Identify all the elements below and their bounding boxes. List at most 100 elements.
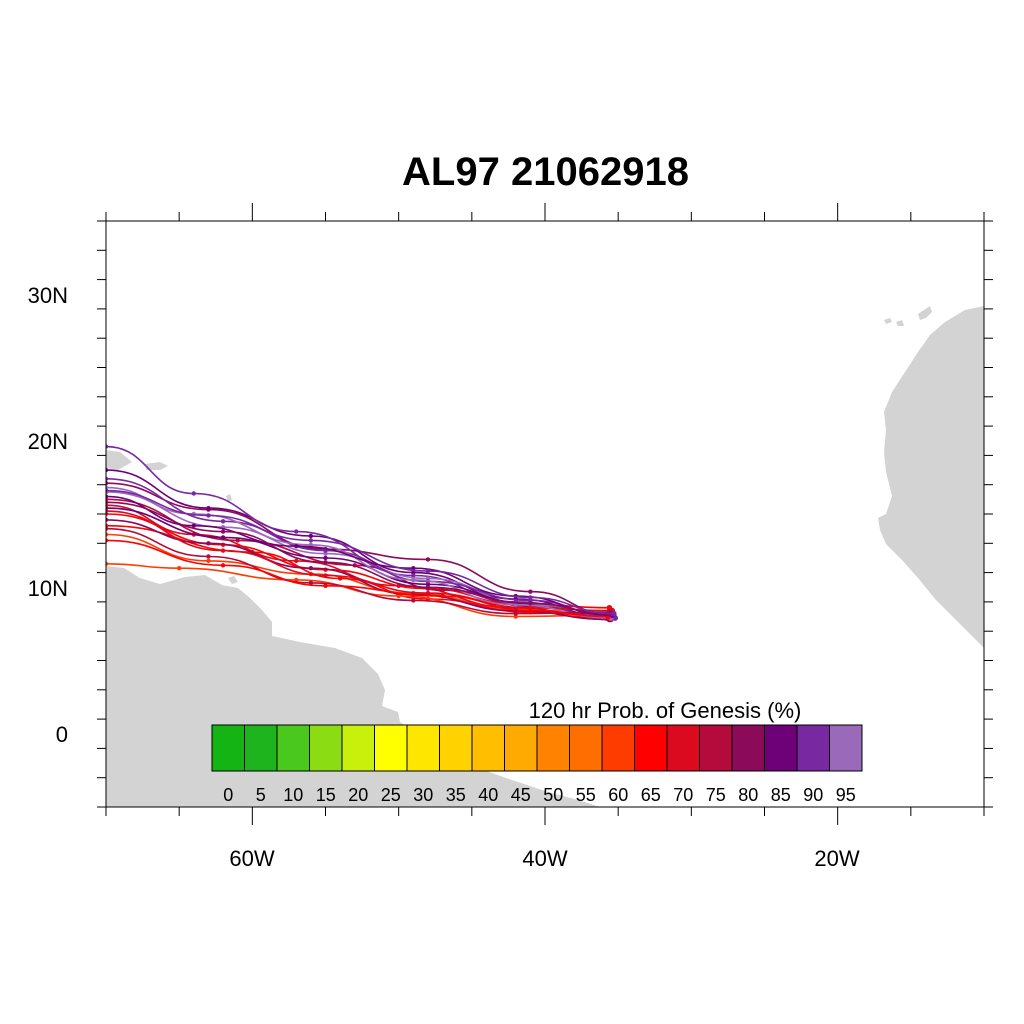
colorbar-label-35: 35 — [446, 785, 466, 805]
colorbar-box-10 — [276, 724, 310, 772]
axis-ticks — [97, 203, 993, 825]
track-point — [294, 544, 299, 549]
track-point — [220, 529, 226, 534]
colorbar-box-85 — [764, 724, 798, 772]
colorbar-box-65 — [634, 724, 668, 772]
track-point — [220, 535, 226, 540]
track-point — [106, 488, 109, 493]
caribbean-islands — [106, 450, 238, 584]
ensemble-track-7 — [106, 469, 610, 618]
colorbar-label-5: 5 — [256, 785, 266, 805]
track-point — [206, 554, 211, 559]
y-axis-labels: 30N 20N 10N 0 — [28, 283, 68, 747]
colorbar-label-30: 30 — [413, 785, 433, 805]
track-point — [528, 589, 533, 594]
colorbar-label-50: 50 — [543, 785, 563, 805]
map-title: AL97 21062918 — [402, 150, 689, 194]
track-point — [220, 563, 226, 568]
track-point — [411, 577, 416, 583]
ensemble-track-6 — [106, 482, 614, 616]
track-point — [610, 610, 617, 617]
y-tick-label-10n: 10N — [28, 576, 68, 601]
colorbar-label-25: 25 — [381, 785, 401, 805]
track-point — [206, 558, 211, 564]
track-point — [106, 517, 109, 523]
track-point — [411, 566, 416, 571]
track-point — [191, 523, 196, 528]
track-point — [106, 538, 109, 543]
track-point — [323, 583, 328, 588]
track-point — [308, 533, 314, 539]
track-point — [528, 608, 533, 613]
track-point — [206, 541, 211, 546]
track-point — [294, 558, 299, 564]
track-point — [220, 548, 226, 553]
track-point — [220, 519, 226, 524]
colorbar-box-15 — [309, 724, 343, 772]
ensemble-tracks — [106, 444, 619, 623]
track-point — [513, 611, 518, 616]
colorbar-box-50 — [536, 724, 570, 772]
track-point — [425, 585, 431, 590]
track-point — [425, 590, 431, 596]
colorbar-boxes — [211, 724, 863, 772]
colorbar-box-70 — [666, 724, 700, 772]
ensemble-track-18 — [106, 495, 613, 616]
track-point — [308, 580, 314, 586]
colorbar-label-40: 40 — [478, 785, 498, 805]
track-point — [425, 568, 431, 574]
track-point — [106, 508, 109, 514]
track-point — [106, 526, 109, 531]
y-tick-label-20n: 20N — [28, 429, 68, 454]
colorbar-box-55 — [569, 724, 603, 772]
track-point — [106, 500, 109, 505]
x-tick-label-60w: 60W — [229, 846, 274, 871]
colorbar-box-80 — [731, 724, 765, 772]
colorbar-labels: 0 5 10 15 20 25 30 35 40 45 50 55 60 65 70 75 80 85 90 95 — [223, 785, 856, 805]
colorbar-box-30 — [406, 724, 440, 772]
track-point — [106, 494, 109, 499]
colorbar-label-95: 95 — [836, 785, 856, 805]
track-point — [411, 598, 416, 603]
colorbar-box-90 — [796, 724, 830, 772]
track-point — [440, 593, 445, 599]
colorbar-box-20 — [341, 724, 375, 772]
colorbar-box-75 — [699, 724, 733, 772]
colorbar-label-90: 90 — [803, 785, 823, 805]
x-tick-label-40w: 40W — [522, 846, 567, 871]
track-point — [106, 476, 109, 482]
y-tick-label-30n: 30N — [28, 283, 68, 308]
colorbar-label-85: 85 — [771, 785, 791, 805]
colorbar-label-75: 75 — [706, 785, 726, 805]
x-tick-label-20w: 20W — [814, 846, 859, 871]
colorbar-box-40 — [471, 724, 505, 772]
track-point — [294, 577, 299, 583]
colorbar-label-45: 45 — [511, 785, 531, 805]
track-point — [411, 573, 416, 578]
track-point — [528, 595, 533, 600]
track-point — [206, 505, 211, 511]
track-point — [308, 566, 314, 571]
track-point — [106, 444, 109, 449]
track-point — [106, 467, 109, 473]
track-point — [191, 491, 196, 496]
canary-islands — [884, 306, 932, 326]
y-tick-label-0: 0 — [56, 722, 68, 747]
colorbar-label-0: 0 — [223, 785, 233, 805]
x-axis-labels: 60W 40W 20W — [229, 846, 859, 871]
colorbar-label-80: 80 — [738, 785, 758, 805]
colorbar-label-20: 20 — [348, 785, 368, 805]
track-point — [396, 593, 401, 599]
colorbar-label-60: 60 — [608, 785, 628, 805]
colorbar-label-65: 65 — [641, 785, 661, 805]
track-point — [308, 538, 314, 543]
track-point — [323, 573, 328, 578]
colorbar-box-95 — [829, 724, 863, 772]
colorbar-box-25 — [374, 724, 408, 772]
colorbar-box-5 — [244, 724, 278, 772]
track-point — [323, 560, 328, 565]
track-point — [235, 538, 240, 543]
colorbar-label-15: 15 — [316, 785, 336, 805]
colorbar-box-0 — [211, 724, 245, 772]
